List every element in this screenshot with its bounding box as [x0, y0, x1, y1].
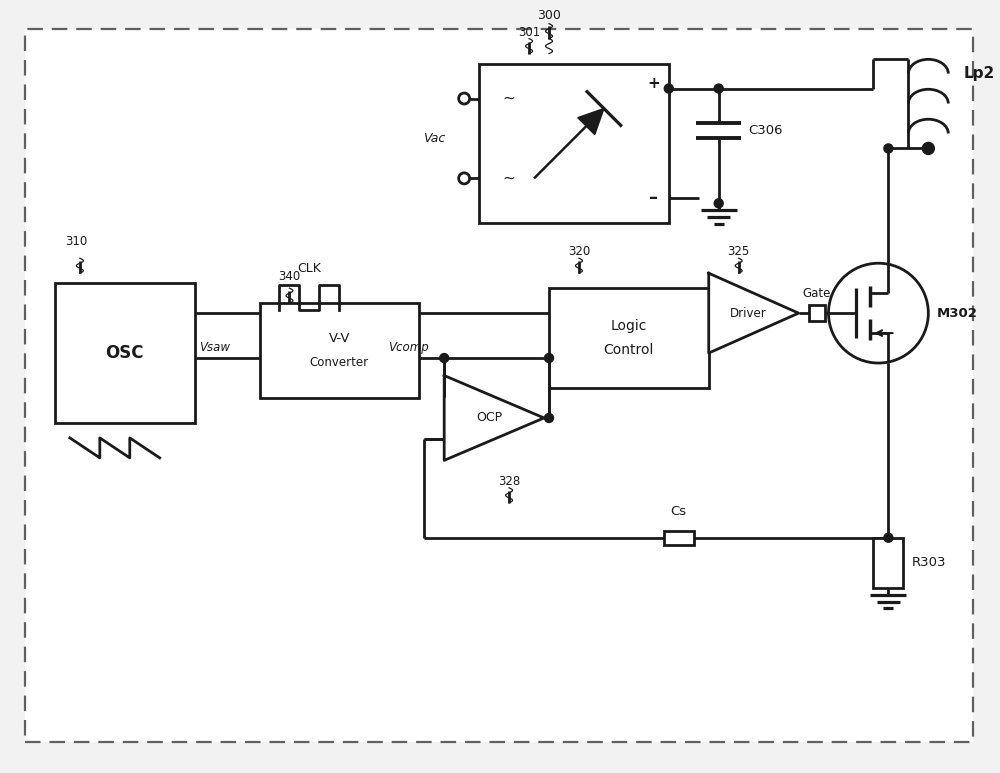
- Text: Logic: Logic: [611, 319, 647, 333]
- Circle shape: [714, 199, 723, 208]
- Text: 340: 340: [278, 271, 301, 283]
- Bar: [549, 288, 709, 388]
- Polygon shape: [709, 273, 799, 353]
- Text: 310: 310: [65, 235, 87, 248]
- Text: ~: ~: [503, 91, 515, 106]
- Circle shape: [459, 173, 470, 184]
- Text: Lp2: Lp2: [963, 66, 995, 81]
- Circle shape: [545, 353, 554, 363]
- Text: Vac: Vac: [423, 132, 445, 145]
- Text: 320: 320: [568, 245, 590, 258]
- Bar: [873, 538, 903, 587]
- Text: 300: 300: [537, 9, 561, 22]
- Text: +: +: [647, 76, 660, 91]
- Circle shape: [884, 144, 893, 153]
- Circle shape: [829, 264, 928, 363]
- Circle shape: [714, 84, 723, 93]
- Circle shape: [440, 353, 449, 363]
- Circle shape: [884, 533, 893, 542]
- Polygon shape: [444, 376, 544, 461]
- Text: 325: 325: [728, 245, 750, 258]
- Text: ~: ~: [503, 171, 515, 186]
- Circle shape: [545, 414, 554, 422]
- Text: Converter: Converter: [310, 356, 369, 369]
- Bar: [809, 305, 825, 321]
- Text: Cs: Cs: [671, 505, 687, 518]
- Bar: [260, 303, 419, 398]
- Text: Vsaw: Vsaw: [199, 341, 230, 354]
- Text: Gate: Gate: [802, 287, 831, 300]
- Circle shape: [664, 84, 673, 93]
- Text: V-V: V-V: [329, 332, 350, 345]
- Text: –: –: [649, 189, 658, 207]
- Text: Driver: Driver: [730, 307, 767, 319]
- Text: M302: M302: [936, 307, 977, 319]
- Text: Vcomp: Vcomp: [388, 341, 429, 354]
- Text: 328: 328: [498, 475, 520, 488]
- Text: Control: Control: [604, 343, 654, 357]
- Text: 301: 301: [518, 26, 540, 39]
- Polygon shape: [578, 108, 604, 135]
- Bar: [664, 531, 694, 545]
- Text: R303: R303: [911, 557, 946, 569]
- Text: OCP: OCP: [476, 411, 502, 424]
- Circle shape: [922, 142, 934, 155]
- Text: OSC: OSC: [106, 344, 144, 362]
- Text: CLK: CLK: [298, 262, 321, 275]
- Text: C306: C306: [749, 124, 783, 137]
- Bar: [479, 63, 669, 223]
- Bar: [55, 283, 195, 423]
- Circle shape: [459, 93, 470, 104]
